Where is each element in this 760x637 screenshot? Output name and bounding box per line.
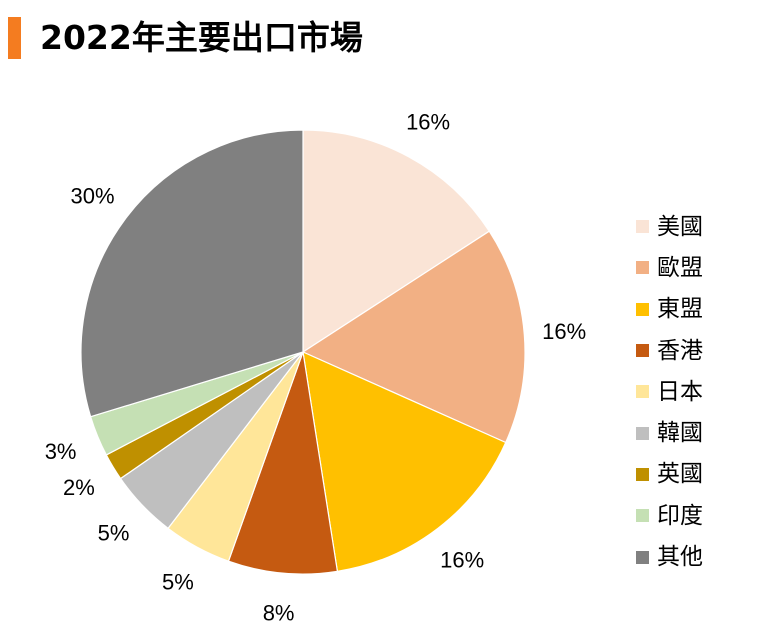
legend-swatch <box>636 467 649 481</box>
legend-swatch <box>636 220 649 234</box>
legend-item: 日本 <box>636 371 703 412</box>
pie-slice-1 <box>301 230 526 444</box>
legend-item: 英國 <box>636 454 703 495</box>
legend-swatch <box>636 426 649 440</box>
title-accent-bar <box>8 17 21 59</box>
legend-item: 美國 <box>636 206 703 247</box>
chart-legend: 美國歐盟東盟香港日本韓國英國印度其他 <box>636 206 703 578</box>
slice-data-label-2: 16% <box>440 548 484 573</box>
slice-data-label-5: 5% <box>98 520 130 545</box>
pie-slice-2 <box>302 351 507 573</box>
pie-slices <box>80 129 526 575</box>
legend-label: 英國 <box>657 461 703 488</box>
pie-slice-3 <box>227 351 339 575</box>
legend-item: 香港 <box>636 330 703 371</box>
legend-item: 東盟 <box>636 289 703 330</box>
legend-item: 歐盟 <box>636 247 703 288</box>
legend-label: 東盟 <box>657 296 703 323</box>
pie-slice-8 <box>80 129 304 418</box>
legend-item: 其他 <box>636 536 703 577</box>
chart-title: 2022年主要出口市場 <box>40 18 363 57</box>
legend-swatch <box>636 344 649 358</box>
pie-slice-0 <box>302 129 491 354</box>
legend-swatch <box>636 509 649 523</box>
legend-item: 印度 <box>636 495 703 536</box>
slice-data-label-1: 16% <box>542 319 586 344</box>
legend-swatch <box>636 550 649 564</box>
legend-label: 歐盟 <box>657 254 703 281</box>
legend-label: 美國 <box>657 213 703 240</box>
legend-item: 韓國 <box>636 412 703 453</box>
legend-label: 其他 <box>657 544 703 571</box>
slice-data-label-0: 16% <box>406 109 450 134</box>
legend-label: 日本 <box>657 378 703 405</box>
slice-data-label-7: 3% <box>45 439 77 464</box>
legend-swatch <box>636 385 649 399</box>
legend-swatch <box>636 302 649 316</box>
slice-data-label-4: 5% <box>162 570 194 595</box>
pie-data-labels: 16%16%16%8%5%5%2%3%30% <box>45 109 587 625</box>
legend-label: 韓國 <box>657 420 703 447</box>
slice-data-label-6: 2% <box>63 475 95 500</box>
legend-swatch <box>636 261 649 275</box>
slice-data-label-3: 8% <box>263 600 295 625</box>
legend-label: 香港 <box>657 337 703 364</box>
legend-label: 印度 <box>657 502 703 529</box>
slice-data-label-8: 30% <box>70 184 114 209</box>
